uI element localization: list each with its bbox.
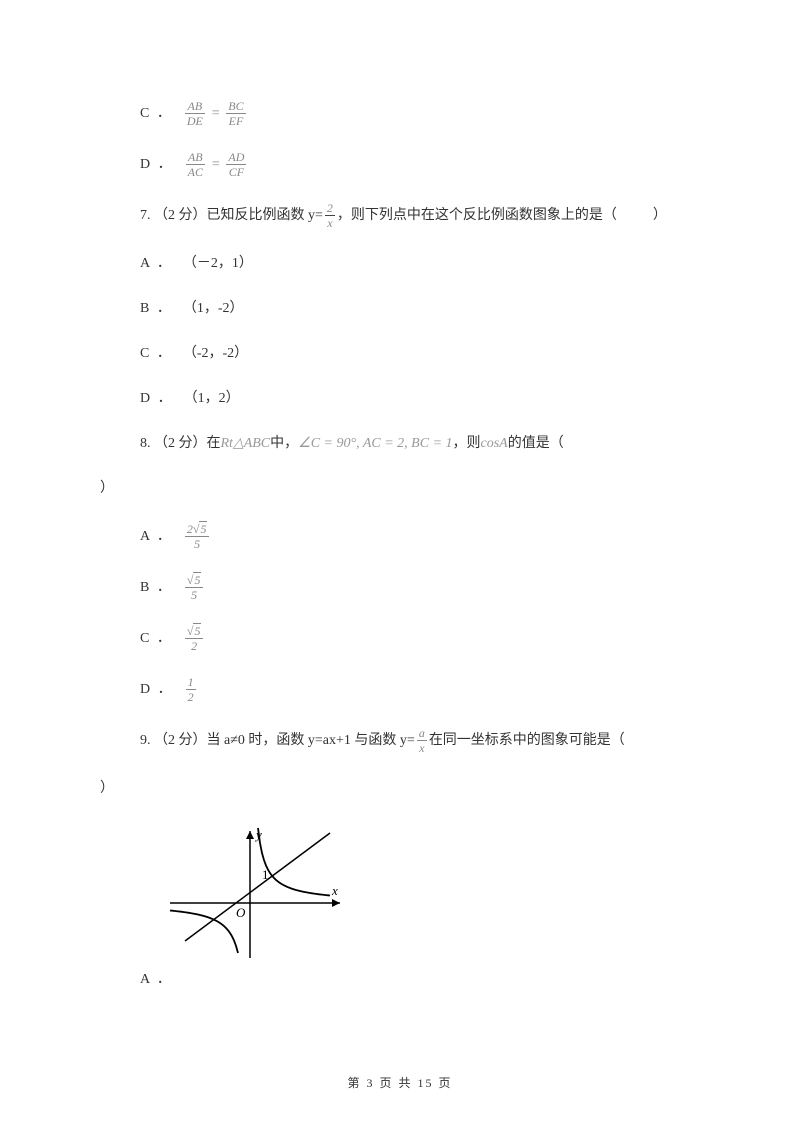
option-label: A ． [140, 253, 173, 274]
q8-prefix: 8. （2 分）在 [140, 433, 221, 454]
svg-text:O: O [236, 905, 246, 920]
q8-option-b: B ． √5 5 [100, 574, 700, 601]
frac-2r5-5: 2√5 5 [185, 523, 210, 550]
q9-suffix: 在同一坐标系中的图象可能是（ [429, 730, 625, 751]
q8-option-a: A ． 2√5 5 [100, 523, 700, 550]
q9-graph: Oxy1 [100, 823, 700, 963]
option-label: C ． [140, 628, 173, 649]
q9-prefix: 9. （2 分）当 a≠0 时，函数 y=ax+1 与函数 y= [140, 730, 415, 751]
option-label: A ． [140, 526, 173, 547]
page-footer: 第 3 页 共 15 页 [0, 1074, 800, 1092]
fraction-ab-ac: AB AC [186, 151, 205, 178]
q7-option-a: A ． （－2，1） [100, 253, 700, 274]
q7-option-d: D ． （1，2） [100, 388, 700, 409]
q7-suffix: ，则下列点中在这个反比例函数图象上的是（ [337, 205, 617, 226]
q8-option-c: C ． √5 2 [100, 625, 700, 652]
option-label: C ． [140, 343, 173, 364]
q8-tail: 的值是（ [508, 433, 564, 454]
q8-option-d: D ． 1 2 [100, 676, 700, 703]
frac-r5-5: √5 5 [185, 574, 204, 601]
q7-prefix: 7. （2 分）已知反比例函数 y= [140, 205, 323, 226]
q7-option-b: B ． （1，-2） [100, 298, 700, 319]
q8-stem: 8. （2 分）在 Rt△ABC 中， ∠C = 90°, AC = 2, BC… [100, 433, 700, 454]
q8-close: ） [100, 478, 114, 499]
frac-1-2: 1 2 [186, 676, 196, 703]
fraction-ad-cf: AD CF [226, 151, 246, 178]
fraction-2-x: 2 x [325, 202, 335, 229]
q9-stem: 9. （2 分）当 a≠0 时，函数 y=ax+1 与函数 y= a x 在同一… [100, 727, 700, 754]
option-label: C ． [140, 103, 173, 124]
option-label: D ． [140, 388, 174, 409]
q6-option-d: D ． AB AC = AD CF [100, 151, 700, 178]
option-label: D ． [140, 679, 174, 700]
option-label: A ． [140, 969, 173, 990]
fraction-ab-de: AB DE [185, 100, 205, 127]
fraction-a-x: a x [417, 727, 427, 754]
option-label: B ． [140, 298, 173, 319]
q9-close-line: ） [100, 778, 700, 799]
q7-stem: 7. （2 分）已知反比例函数 y= 2 x ，则下列点中在这个反比例函数图象上… [100, 202, 700, 229]
frac-r5-2: √5 2 [185, 625, 204, 652]
page-content: C ． AB DE = BC EF D ． AB AC = AD CF 7. （… [0, 0, 800, 990]
q8-close-line: ） [100, 478, 700, 499]
q7-tail: ） [653, 205, 667, 226]
q6-option-c: C ． AB DE = BC EF [100, 100, 700, 127]
option-text: （-2，-2） [183, 343, 248, 364]
q9-close: ） [100, 778, 114, 799]
fraction-bc-ef: BC EF [226, 100, 245, 127]
equals-sign: = [211, 103, 220, 124]
q7-option-c: C ． （-2，-2） [100, 343, 700, 364]
option-label: B ． [140, 577, 173, 598]
q8-cond: ∠C = 90°, AC = 2, BC = 1 [298, 433, 452, 454]
q9-option-a: A ． [100, 969, 700, 990]
coordinate-graph: Oxy1 [160, 823, 350, 963]
option-text: （1，2） [184, 388, 240, 409]
rt-abc: Rt△ABC [221, 433, 271, 454]
q8-mid: 中， [270, 433, 298, 454]
cos-a: cosA [481, 433, 508, 454]
q8-post: ，则 [453, 433, 481, 454]
equals-sign: = [211, 154, 220, 175]
option-label: D ． [140, 154, 174, 175]
option-text: （－2，1） [183, 253, 253, 274]
option-text: （1，-2） [183, 298, 244, 319]
svg-text:x: x [331, 883, 338, 898]
